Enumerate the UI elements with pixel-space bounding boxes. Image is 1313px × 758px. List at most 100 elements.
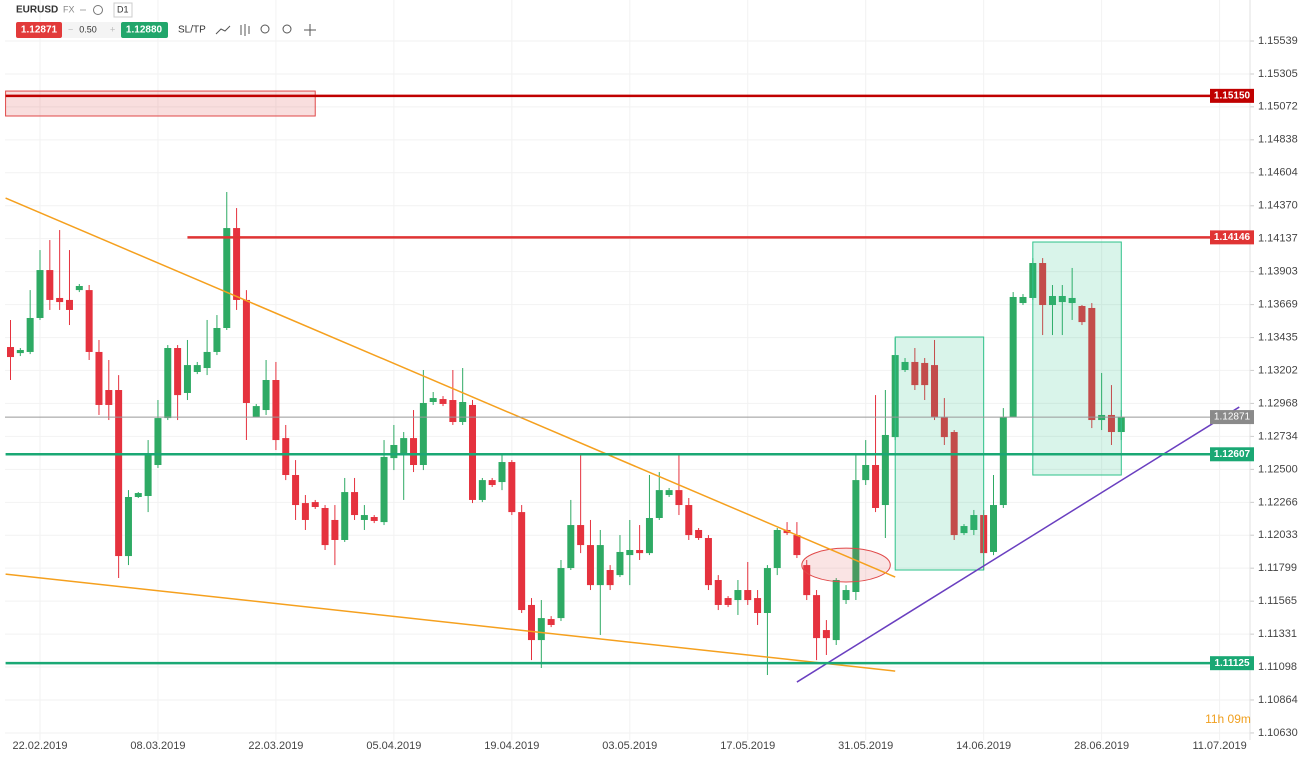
candle-body: [832, 580, 840, 641]
x-tick-label: 31.05.2019: [838, 740, 893, 752]
ellipse: [801, 547, 891, 583]
candle-body: [134, 493, 142, 497]
y-tick-label: 1.11799: [1258, 562, 1297, 574]
x-tick-label: 19.04.2019: [484, 740, 539, 752]
candle-body: [144, 454, 152, 497]
candle-body: [115, 390, 123, 557]
sltp[interactable]: SL/TP: [178, 25, 206, 36]
candle-body: [124, 496, 132, 557]
x-tick-label: 28.06.2019: [1074, 740, 1129, 752]
candle-body: [400, 438, 408, 455]
x-tick-label: 22.02.2019: [12, 740, 67, 752]
y-tick-label: 1.11098: [1258, 661, 1297, 673]
x-tick-label: 11.07.2019: [1192, 740, 1246, 752]
candle-body: [36, 270, 44, 318]
candle-body: [1068, 297, 1076, 304]
candle-body: [626, 549, 634, 556]
candle-body: [390, 444, 398, 459]
plot-area: 1.15539 1.15305 1.15072 1.14838 1.14604 1.143…: [5, 0, 1298, 752]
timeframe: D1: [117, 4, 129, 14]
candle-body: [95, 351, 103, 405]
candle-body: [301, 503, 309, 520]
y-tick-label: 1.13435: [1258, 331, 1298, 343]
lot-box[interactable]: [62, 22, 121, 38]
x-tick-label: 22.03.2019: [248, 740, 303, 752]
candle-body: [616, 551, 624, 576]
candle-body: [46, 270, 54, 300]
current-price-tag: [1210, 410, 1254, 425]
y-tick-label: 1.12734: [1258, 430, 1298, 442]
trend-line: [5, 573, 896, 672]
candle-body: [429, 398, 437, 402]
y-tick-label: 1.12033: [1258, 529, 1298, 541]
sell-button[interactable]: [16, 22, 62, 38]
candle-tool[interactable]: [240, 24, 250, 36]
candle-body: [931, 365, 939, 418]
candle-body: [105, 390, 113, 405]
y-tick-label: 1.12500: [1258, 463, 1298, 475]
candle-body: [803, 565, 811, 596]
line-tool[interactable]: [215, 25, 231, 35]
y-tick-label: 1.12968: [1258, 397, 1298, 409]
y-tick-label: 1.14838: [1258, 134, 1298, 146]
y-tick-label: 1.12266: [1258, 496, 1298, 508]
candle-body: [1078, 306, 1086, 323]
candle-body: [331, 519, 339, 540]
candle-body: [960, 526, 968, 534]
candle-body: [999, 417, 1007, 506]
candle-body: [183, 365, 191, 393]
candle-body: [822, 630, 830, 639]
candle-body: [813, 595, 821, 639]
candle-body: [1048, 296, 1056, 306]
candle-body: [724, 598, 732, 605]
y-tick-label: 1.14137: [1258, 233, 1298, 245]
current-price-label: 1.12871: [1214, 412, 1251, 423]
candle-body: [734, 590, 742, 601]
x-tick-label: 03.05.2019: [602, 740, 657, 752]
candle-body: [754, 598, 762, 614]
candle-body: [970, 515, 978, 530]
candle-body: [704, 538, 712, 586]
candle-body: [26, 317, 34, 352]
candle-body: [567, 525, 575, 569]
candle-body: [547, 619, 555, 625]
buy-button[interactable]: [121, 22, 168, 38]
candle-body: [1009, 296, 1017, 418]
candle-body: [606, 570, 614, 586]
candle-body: [292, 475, 300, 506]
candle-body: [341, 492, 349, 540]
plus[interactable]: +: [110, 24, 115, 34]
minus[interactable]: −: [68, 24, 73, 34]
info-icon[interactable]: [93, 5, 103, 15]
candle-body: [469, 404, 477, 500]
y-tick-label: 1.15072: [1258, 101, 1298, 113]
symbol[interactable]: EURUSD: [16, 5, 58, 16]
level-label: 1.11125: [1214, 658, 1249, 669]
candle-body: [557, 568, 565, 619]
y-tick-label: 1.13669: [1258, 299, 1298, 311]
candle-body: [262, 380, 270, 411]
candle-body: [154, 418, 162, 466]
candle-body: [793, 535, 801, 556]
candle-body: [990, 505, 997, 552]
candle-body: [1058, 296, 1066, 303]
candle-body: [685, 505, 693, 536]
candle-body: [842, 590, 850, 601]
candle-body: [370, 517, 378, 521]
zoom-out[interactable]: [260, 24, 270, 34]
candle-body: [508, 462, 516, 513]
candle-body: [1019, 296, 1027, 304]
crosshair[interactable]: [304, 24, 316, 36]
buy-price: 1.12880: [126, 25, 163, 36]
timeframe-box[interactable]: [113, 2, 133, 18]
candle-body: [449, 400, 457, 423]
candle-body: [223, 228, 231, 328]
candle-body: [636, 549, 644, 554]
zoom-in[interactable]: [282, 24, 292, 34]
level-tag: [1210, 656, 1254, 671]
level-tag: [1210, 447, 1254, 462]
candle-body: [65, 299, 73, 310]
candle-body: [665, 490, 673, 496]
candle-body: [252, 406, 260, 418]
